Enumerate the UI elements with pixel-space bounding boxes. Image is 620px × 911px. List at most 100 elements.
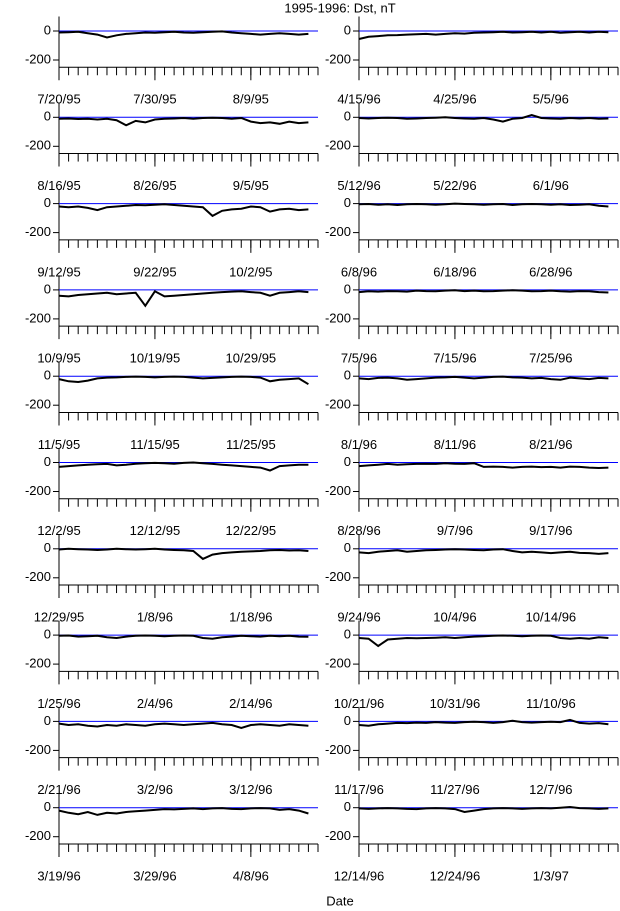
data-line: [58, 461, 309, 472]
x-tick-label: 8/21/96: [529, 437, 572, 452]
x-tick-label: 9/24/96: [337, 609, 380, 624]
y-tick-label: -200: [25, 310, 51, 325]
x-tick-label: 2/21/96: [37, 782, 80, 797]
data-line: [58, 721, 309, 729]
data-line: [58, 807, 309, 816]
y-tick-label: 0: [44, 368, 51, 383]
y-tick-label: 0: [344, 22, 351, 37]
x-tick-label: 8/26/95: [133, 178, 176, 193]
y-tick-label: 0: [44, 109, 51, 124]
y-tick-label: -200: [325, 483, 351, 498]
data-line: [358, 30, 609, 40]
y-tick-label: -200: [25, 224, 51, 239]
y-tick-label: 0: [44, 799, 51, 814]
x-tick-label: 7/15/96: [433, 351, 476, 366]
y-tick-label: 0: [344, 713, 351, 728]
x-tick-label: 8/9/95: [233, 92, 269, 107]
y-tick-label: 0: [44, 195, 51, 210]
x-tick-label: 12/22/95: [226, 523, 277, 538]
x-tick-label: 10/9/95: [37, 351, 80, 366]
data-line: [58, 116, 309, 127]
x-tick-label: 1/3/97: [533, 868, 569, 883]
x-tick-label: 8/16/95: [37, 178, 80, 193]
x-tick-label: 2/14/96: [229, 696, 272, 711]
y-tick-label: -200: [25, 656, 51, 671]
x-tick-label: 10/29/95: [226, 351, 277, 366]
y-tick-label: 0: [344, 109, 351, 124]
y-tick-label: -200: [325, 310, 351, 325]
data-line: [58, 375, 309, 386]
data-line: [358, 462, 609, 470]
data-line: [358, 805, 609, 814]
x-tick-label: 4/8/96: [233, 868, 269, 883]
y-tick-label: -200: [325, 742, 351, 757]
data-line: [358, 114, 609, 123]
x-tick-label: 12/24/96: [430, 868, 481, 883]
data-line: [358, 375, 609, 381]
x-tick-label: 8/28/96: [337, 523, 380, 538]
y-tick-label: -200: [25, 51, 51, 66]
x-tick-label: 10/2/95: [229, 264, 272, 279]
x-tick-label: 4/15/96: [337, 92, 380, 107]
x-tick-label: 11/27/96: [430, 782, 480, 797]
x-tick-label: 11/5/95: [38, 437, 80, 452]
data-line: [58, 547, 309, 561]
y-tick-label: 0: [344, 799, 351, 814]
y-tick-label: -200: [25, 138, 51, 153]
x-tick-label: 10/19/95: [130, 351, 181, 366]
data-line: [58, 634, 309, 640]
data-line: [358, 548, 609, 555]
x-tick-label: 10/14/96: [526, 609, 577, 624]
y-tick-label: -200: [25, 483, 51, 498]
x-tick-label: 6/8/96: [341, 264, 377, 279]
data-line: [358, 202, 609, 208]
x-tick-label: 5/22/96: [433, 178, 476, 193]
x-tick-label: 11/15/95: [130, 437, 180, 452]
data-line: [358, 634, 609, 648]
y-tick-label: -200: [25, 828, 51, 843]
y-tick-label: -200: [325, 569, 351, 584]
x-tick-label: 6/1/96: [533, 178, 569, 193]
y-tick-label: 0: [44, 22, 51, 37]
x-tick-label: 10/21/96: [334, 696, 385, 711]
x-tick-label: 12/12/95: [130, 523, 181, 538]
x-tick-label: 9/7/96: [437, 523, 473, 538]
y-tick-label: 0: [44, 281, 51, 296]
x-tick-label: 11/17/96: [334, 782, 384, 797]
data-line: [58, 289, 309, 308]
y-tick-label: 0: [344, 368, 351, 383]
x-tick-label: 3/29/96: [133, 868, 176, 883]
y-tick-label: -200: [325, 397, 351, 412]
y-tick-label: -200: [325, 51, 351, 66]
y-tick-label: 0: [44, 627, 51, 642]
y-tick-label: -200: [325, 656, 351, 671]
x-tick-label: 11/10/96: [526, 696, 576, 711]
y-tick-label: 0: [344, 454, 351, 469]
data-line: [58, 203, 309, 218]
x-tick-label: 12/7/96: [529, 782, 572, 797]
x-tick-label: 7/25/96: [529, 351, 572, 366]
x-tick-label: 3/12/96: [229, 782, 272, 797]
y-tick-label: 0: [44, 454, 51, 469]
y-tick-label: -200: [325, 828, 351, 843]
x-tick-label: 5/12/96: [337, 178, 380, 193]
data-line: [358, 289, 609, 294]
x-tick-label: 8/1/96: [341, 437, 377, 452]
y-tick-label: 0: [344, 281, 351, 296]
x-tick-label: 1/18/96: [229, 609, 272, 624]
y-tick-label: -200: [25, 397, 51, 412]
x-axis-label: Date: [326, 893, 353, 908]
x-tick-label: 7/5/96: [341, 351, 377, 366]
y-tick-label: 0: [344, 627, 351, 642]
x-tick-label: 12/29/95: [34, 609, 85, 624]
y-tick-label: 0: [344, 195, 351, 210]
x-tick-label: 8/11/96: [434, 437, 476, 452]
chart-title: 1995-1996: Dst, nT: [284, 0, 395, 15]
x-tick-label: 9/22/95: [133, 264, 176, 279]
x-tick-label: 7/20/95: [37, 92, 80, 107]
y-tick-label: 0: [44, 540, 51, 555]
data-line: [58, 30, 309, 39]
y-tick-label: -200: [25, 569, 51, 584]
x-tick-label: 10/4/96: [433, 609, 476, 624]
